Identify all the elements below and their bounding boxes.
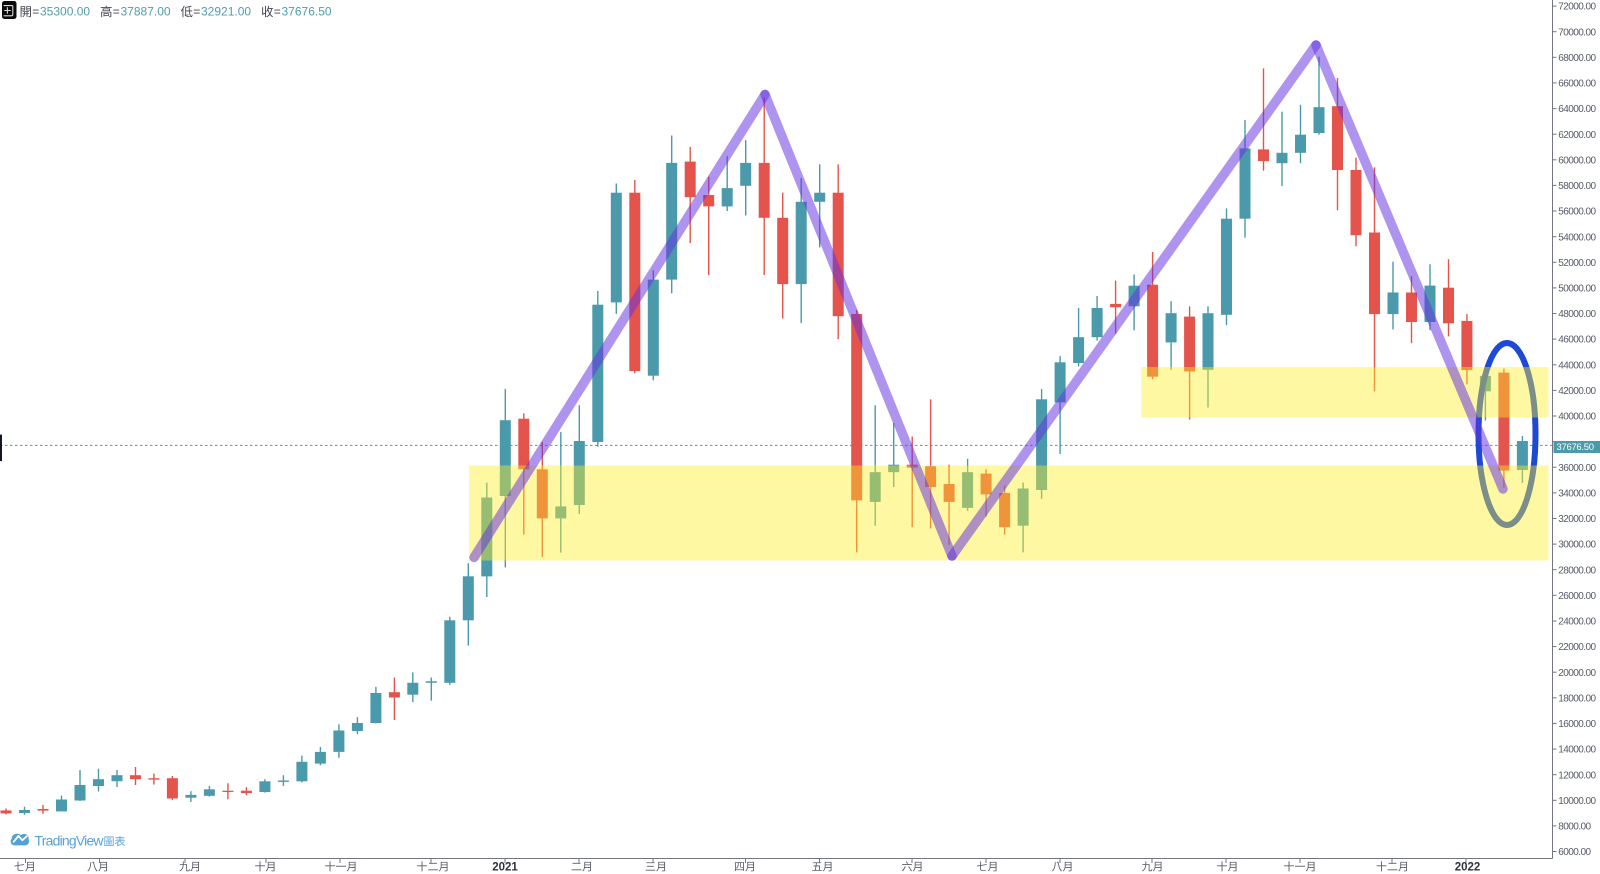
svg-text:56000.00: 56000.00 [1558,207,1596,218]
svg-text:64000.00: 64000.00 [1558,104,1596,115]
svg-text:34000.00: 34000.00 [1558,489,1596,500]
svg-text:28000.00: 28000.00 [1558,565,1596,576]
svg-text:2022: 2022 [1455,862,1481,874]
svg-text:35300.00: 35300.00 [40,5,90,19]
svg-text:40000.00: 40000.00 [1558,412,1596,423]
svg-text:20000.00: 20000.00 [1558,668,1596,679]
svg-text:70000.00: 70000.00 [1558,27,1596,38]
svg-text:=: = [274,5,281,19]
svg-text:=: = [113,5,120,19]
svg-text:30000.00: 30000.00 [1558,540,1596,551]
svg-text:68000.00: 68000.00 [1558,53,1596,64]
svg-text:18000.00: 18000.00 [1558,693,1596,704]
svg-text:58000.00: 58000.00 [1558,181,1596,192]
svg-text:8000.00: 8000.00 [1558,822,1591,833]
svg-text:TradingView: TradingView [35,833,105,849]
svg-text:12000.00: 12000.00 [1558,770,1596,781]
svg-text:16000.00: 16000.00 [1558,719,1596,730]
svg-text:50000.00: 50000.00 [1558,284,1596,295]
svg-text:26000.00: 26000.00 [1558,591,1596,602]
svg-text:54000.00: 54000.00 [1558,232,1596,243]
svg-text:6000.00: 6000.00 [1558,847,1591,858]
svg-text:14000.00: 14000.00 [1558,745,1596,756]
svg-text:62000.00: 62000.00 [1558,130,1596,141]
svg-text:72000.00: 72000.00 [1558,2,1596,13]
svg-text:42000.00: 42000.00 [1558,386,1596,397]
svg-text:36000.00: 36000.00 [1558,463,1596,474]
svg-text:2021: 2021 [492,862,518,874]
svg-text:60000.00: 60000.00 [1558,155,1596,166]
svg-text:37887.00: 37887.00 [121,5,171,19]
svg-text:46000.00: 46000.00 [1558,335,1596,346]
svg-text:52000.00: 52000.00 [1558,258,1596,269]
svg-text:10000.00: 10000.00 [1558,796,1596,807]
svg-text:32000.00: 32000.00 [1558,514,1596,525]
svg-text:=: = [193,5,200,19]
svg-text:37676.50: 37676.50 [282,5,332,19]
svg-text:48000.00: 48000.00 [1558,309,1596,320]
svg-text:32921.00: 32921.00 [201,5,251,19]
svg-text:=: = [32,5,39,19]
svg-text:22000.00: 22000.00 [1558,642,1596,653]
svg-text:66000.00: 66000.00 [1558,79,1596,90]
svg-text:37676.50: 37676.50 [1557,442,1594,453]
svg-text:44000.00: 44000.00 [1558,360,1596,371]
svg-text:24000.00: 24000.00 [1558,617,1596,628]
